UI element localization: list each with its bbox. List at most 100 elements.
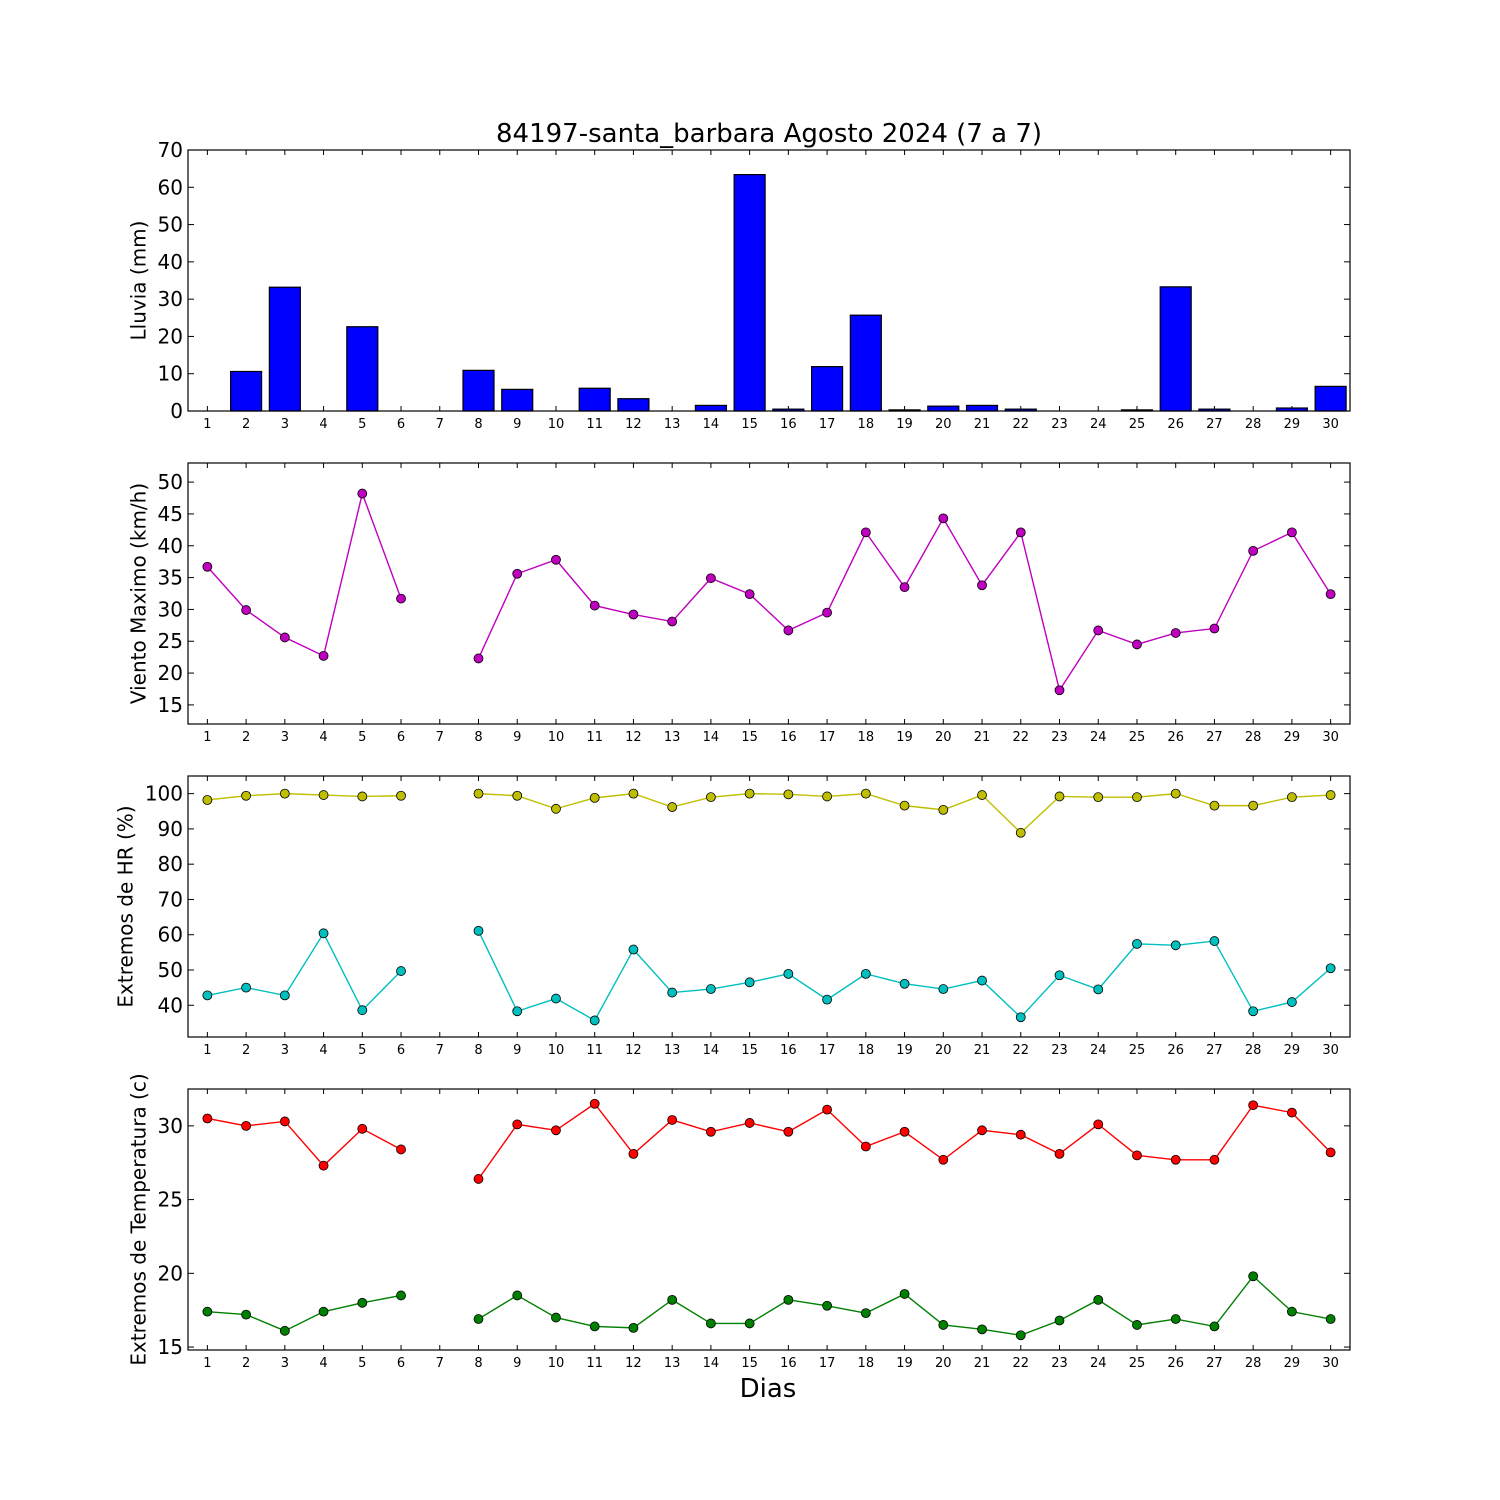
data-point <box>241 790 252 801</box>
y-tick-label: 25 <box>158 629 183 653</box>
data-point <box>1170 1154 1181 1165</box>
data-point <box>744 589 755 600</box>
data-point <box>1132 792 1142 803</box>
data-point <box>1054 1315 1065 1326</box>
bar <box>346 326 379 412</box>
data-point <box>551 993 561 1004</box>
data-point <box>473 788 484 799</box>
x-tick-label: 25 <box>1129 730 1146 745</box>
data-point <box>1248 545 1259 556</box>
data-point <box>1287 997 1297 1007</box>
y-tick-label: 15 <box>158 693 183 717</box>
data-point <box>318 928 329 939</box>
x-tick-label: 13 <box>664 417 681 432</box>
x-tick-label: 20 <box>935 1356 952 1371</box>
data-point <box>1132 1320 1142 1330</box>
data-point <box>473 653 484 664</box>
x-tick-label: 27 <box>1206 1356 1223 1371</box>
series-1 <box>230 174 1347 412</box>
data-point <box>1287 1107 1297 1118</box>
data-point <box>1054 1148 1065 1159</box>
x-tick-label: 2 <box>242 1356 250 1371</box>
data-point <box>977 1324 987 1335</box>
x-tick-label: 3 <box>281 730 289 745</box>
y-tick-label: 100 <box>145 782 183 806</box>
x-tick-label: 17 <box>819 730 836 745</box>
x-tick-label: 28 <box>1245 1356 1262 1371</box>
data-point <box>744 788 755 799</box>
data-point <box>938 1320 949 1330</box>
x-tick-label: 9 <box>513 417 521 432</box>
data-point <box>1248 1271 1259 1282</box>
x-tick-label: 22 <box>1012 1356 1029 1371</box>
data-point <box>241 605 252 615</box>
x-tick-label: 1 <box>203 730 211 745</box>
x-tick-label: 29 <box>1284 730 1301 745</box>
x-tick-label: 18 <box>858 417 875 432</box>
x-tick-label: 24 <box>1090 417 1107 432</box>
data-point <box>899 800 910 811</box>
data-point <box>667 1294 678 1305</box>
data-point <box>783 789 794 800</box>
y-tick-label: 15 <box>158 1335 183 1359</box>
data-point <box>977 1125 987 1136</box>
x-tick-label: 3 <box>281 417 289 432</box>
x-tick-label: 25 <box>1129 1356 1146 1371</box>
bar <box>578 387 611 412</box>
y-tick-label: 35 <box>158 566 183 590</box>
x-tick-label: 16 <box>780 1043 797 1058</box>
x-tick-label: 6 <box>397 417 405 432</box>
data-point <box>589 1321 600 1332</box>
data-point <box>667 1115 678 1125</box>
x-tick-label: 15 <box>741 1043 758 1058</box>
data-point <box>357 1005 368 1016</box>
data-point <box>1054 685 1065 696</box>
x-tick-label: 26 <box>1167 1043 1184 1058</box>
bar <box>230 370 263 412</box>
x-tick-label: 21 <box>974 417 991 432</box>
data-point <box>822 1300 832 1311</box>
data-point <box>628 1322 639 1333</box>
x-tick-label: 8 <box>474 417 482 432</box>
plot-frame <box>187 462 1351 725</box>
data-point <box>1170 628 1181 638</box>
data-point <box>938 984 949 994</box>
y-tick-label: 30 <box>158 597 183 621</box>
x-tick-label: 9 <box>513 1356 521 1371</box>
x-tick-label: 12 <box>625 730 642 745</box>
bar <box>268 286 301 412</box>
chart-title: 84197-santa_barbara Agosto 2024 (7 a 7) <box>496 119 1042 149</box>
data-point <box>512 568 523 579</box>
x-tick-label: 26 <box>1167 730 1184 745</box>
x-tick-label: 21 <box>974 1043 991 1058</box>
data-point <box>628 1148 639 1159</box>
y-tick-label: 45 <box>158 502 183 526</box>
x-tick-label: 25 <box>1129 1043 1146 1058</box>
y-tick-label: 40 <box>158 993 183 1017</box>
x-tick-label: 21 <box>974 1356 991 1371</box>
x-tick-label: 13 <box>664 1356 681 1371</box>
x-tick-label: 19 <box>896 730 913 745</box>
data-point <box>357 791 368 802</box>
data-point <box>667 802 678 812</box>
data-point <box>977 975 987 986</box>
data-point <box>783 968 794 979</box>
data-point <box>899 1289 910 1299</box>
x-tick-label: 11 <box>586 417 603 432</box>
x-tick-label: 29 <box>1284 1356 1301 1371</box>
bar <box>462 369 495 412</box>
data-point <box>706 984 716 994</box>
data-point <box>279 1116 290 1127</box>
data-point <box>202 795 213 805</box>
x-tick-label: 29 <box>1284 1043 1301 1058</box>
data-point <box>822 607 832 618</box>
x-tick-label: 12 <box>625 417 642 432</box>
x-tick-label: 4 <box>319 1356 327 1371</box>
data-point <box>783 1126 794 1137</box>
data-point <box>551 1312 561 1323</box>
data-point <box>1054 970 1065 981</box>
data-point <box>938 513 949 524</box>
x-tick-label: 21 <box>974 730 991 745</box>
x-tick-label: 30 <box>1322 1043 1339 1058</box>
data-point <box>860 527 871 538</box>
